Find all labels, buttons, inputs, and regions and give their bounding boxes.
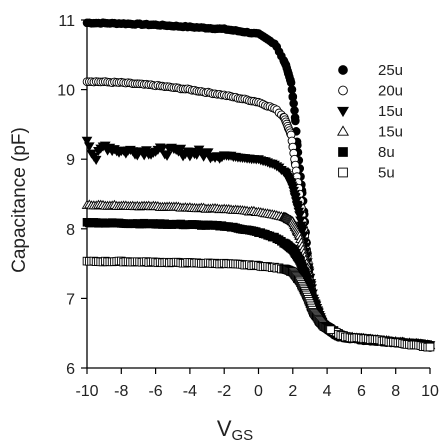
- x-tick-label: -6: [148, 383, 162, 400]
- data-point: [141, 146, 152, 156]
- legend-marker-open-triangle-up: [337, 125, 349, 136]
- legend-label: 20u: [378, 83, 403, 100]
- data-point: [157, 144, 168, 154]
- data-point: [425, 342, 435, 352]
- x-axis-title-subscript: GS: [232, 427, 254, 444]
- legend-marker-open-circle: [338, 85, 348, 96]
- legend-marker-filled-square: [338, 147, 348, 157]
- legend-marker-filled-circle: [338, 65, 348, 75]
- data-point: [326, 325, 335, 335]
- legend-label: 5u: [378, 165, 395, 182]
- y-tick-label: 8: [66, 222, 75, 239]
- series-8u-filled-square: [82, 217, 435, 350]
- data-point: [81, 136, 93, 146]
- x-tick-label: 10: [421, 383, 439, 400]
- data-point: [294, 211, 305, 221]
- data-point: [287, 85, 297, 94]
- x-tick-label: 0: [254, 383, 263, 400]
- legend-label: 8u: [378, 144, 395, 161]
- data-point: [296, 221, 307, 231]
- axis-labels: Capacitance (pF) VGS: [9, 127, 253, 444]
- data-point: [175, 144, 187, 154]
- legend-label: 15u: [378, 103, 403, 120]
- legend-marker-filled-triangle-down: [337, 106, 349, 118]
- x-tick-label: -4: [183, 383, 197, 400]
- data-point: [90, 155, 102, 165]
- data-point: [289, 99, 298, 108]
- data-point: [83, 142, 95, 152]
- y-tick-label: 9: [66, 152, 75, 169]
- x-tick-label: -8: [114, 383, 128, 400]
- data-point: [291, 116, 300, 126]
- data-point: [290, 106, 299, 115]
- x-axis-title-main: V: [217, 416, 232, 441]
- data-point: [286, 78, 296, 87]
- legend-label: 15u: [378, 124, 403, 141]
- y-axis-title: Capacitance (pF): [9, 127, 30, 273]
- x-tick-label: 6: [357, 383, 366, 400]
- x-tick-label: -10: [75, 383, 98, 400]
- x-axis-title: VGS: [217, 416, 253, 444]
- data-point: [161, 151, 173, 161]
- legend-marker-open-square: [338, 167, 348, 178]
- x-tick-label: 2: [288, 383, 297, 400]
- ticks: 6 7 8 9 10 11 -10 -8 -6 -4 -2 0 2 4 6 8 10: [57, 13, 439, 400]
- y-tick-label: 11: [58, 13, 75, 30]
- x-tick-label: 8: [391, 383, 400, 400]
- data-series: [81, 18, 436, 352]
- legend-label: 25u: [378, 62, 403, 79]
- x-tick-label: -2: [217, 383, 231, 400]
- series-5u-open-square: [82, 256, 435, 352]
- y-tick-label: 7: [66, 291, 75, 308]
- data-point: [295, 216, 306, 226]
- y-tick-label: 10: [57, 83, 75, 100]
- legend: 25u 20u 15u 15u 8u 5u: [337, 62, 403, 182]
- y-tick-label: 6: [66, 361, 75, 378]
- data-point: [288, 92, 298, 101]
- x-tick-label: 4: [323, 383, 332, 400]
